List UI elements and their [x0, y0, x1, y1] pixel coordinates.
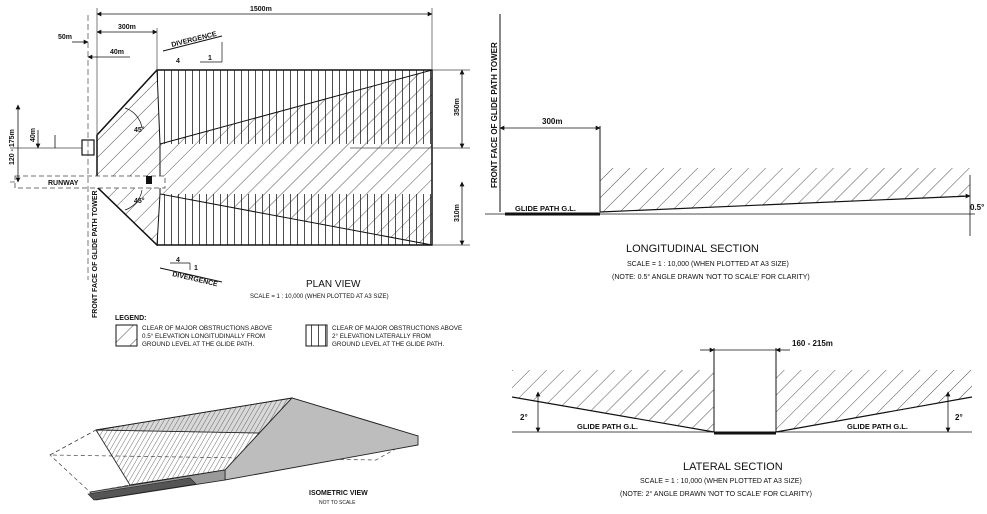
lateral-section: 160 - 215m 2° 2° GLIDE PATH G.L. GLIDE P…	[511, 339, 973, 498]
ratio-bottom-num: 4	[176, 257, 180, 264]
angle-top-label: 45°	[134, 126, 145, 134]
angle-arc-top	[124, 107, 143, 129]
long-scale: SCALE = 1 : 10,000 (WHEN PLOTTED AT A3 S…	[627, 261, 789, 268]
lat-gl-left: GLIDE PATH G.L.	[577, 422, 638, 431]
tower-block	[146, 176, 152, 184]
plan-splay	[96, 68, 161, 247]
lat-angle-left: 2°	[520, 413, 528, 422]
legend-item1-line2: 0.5° ELEVATION LONGITUDINALLY FROM	[142, 332, 265, 340]
angle-bottom-label: 45°	[134, 197, 145, 205]
longitudinal-section: 300m FRONT FACE OF GLIDE PATH TOWER GLID…	[485, 14, 984, 281]
dim-50-label: 50m	[58, 34, 72, 41]
dim-40-left-label: 40m	[30, 128, 37, 142]
long-hatch-zone	[600, 168, 970, 212]
legend-swatch-vertical	[305, 324, 328, 347]
long-note: (NOTE: 0.5° ANGLE DRAWN 'NOT TO SCALE' F…	[612, 273, 810, 281]
iso-dashed-outline	[49, 429, 131, 493]
dim-40-top-label: 40m	[110, 49, 124, 56]
dim-310-label: 310m	[454, 204, 461, 222]
divergence-top-line	[162, 35, 223, 52]
lat-gl-right: GLIDE PATH G.L.	[847, 422, 908, 431]
long-tower-label: FRONT FACE OF GLIDE PATH TOWER	[490, 42, 499, 188]
dim-1500-label: 1500m	[250, 6, 272, 13]
iso-title: ISOMETRIC VIEW	[309, 490, 368, 497]
long-angle-label: 0.5°	[970, 203, 984, 212]
dim-120-175-label: 120 - 175m	[9, 129, 16, 165]
long-title: LONGITUDINAL SECTION	[626, 243, 759, 255]
ratio-top-num: 4	[176, 58, 180, 65]
angle-arc-bottom	[124, 189, 143, 211]
long-dim-300-label: 300m	[542, 117, 562, 126]
legend-item2-line1: CLEAR OF MAJOR OBSTRUCTIONS ABOVE	[332, 325, 462, 332]
iso-side-face	[224, 397, 419, 481]
dim-350-label: 350m	[454, 98, 461, 116]
long-slope-line	[599, 195, 971, 213]
lat-slope-left	[511, 396, 715, 433]
dim-300-label: 300m	[118, 24, 136, 31]
long-gl-label: GLIDE PATH G.L.	[515, 204, 576, 213]
ratio-top-den: 1	[208, 55, 212, 62]
runway-label: RUNWAY	[48, 180, 79, 187]
plan-tower-label: FRONT FACE OF GLIDE PATH TOWER	[92, 190, 99, 318]
lat-note: (NOTE: 2° ANGLE DRAWN 'NOT TO SCALE' FOR…	[620, 490, 812, 498]
divergence-bottom-label: DIVERGENCE	[172, 271, 219, 288]
legend: LEGEND: CLEAR OF MAJOR OBSTRUCTIONS ABOV…	[115, 315, 462, 348]
legend-swatch-diagonal	[115, 324, 138, 347]
legend-item2-line2: 2° ELEVATION LATERALLY FROM	[332, 332, 431, 340]
divergence-bottom-line	[159, 267, 223, 283]
plan-scale: SCALE = 1 : 10,000 (WHEN PLOTTED AT A3 S…	[250, 294, 389, 300]
legend-item2-line3: GROUND LEVEL AT THE GLIDE PATH.	[332, 341, 444, 348]
lat-dim-label: 160 - 215m	[792, 339, 833, 348]
lat-hatch-left	[512, 370, 714, 432]
legend-item1-line3: GROUND LEVEL AT THE GLIDE PATH.	[142, 341, 254, 348]
lat-angle-right: 2°	[955, 413, 963, 422]
lat-slope-right	[775, 396, 973, 433]
lat-scale: SCALE = 1 : 10,000 (WHEN PLOTTED AT A3 S…	[640, 478, 802, 485]
plan-title: PLAN VIEW	[306, 279, 361, 290]
iso-runway	[87, 477, 197, 501]
isometric-view: ISOMETRIC VIEW NOT TO SCALE	[48, 397, 420, 506]
plan-view: RUNWAY 1500m 300m 50m 40m 120 - 175m 40m	[9, 6, 470, 318]
runway-strip	[14, 175, 166, 189]
divergence-top-label: DIVERGENCE	[171, 31, 218, 49]
ratio-bottom-den: 1	[194, 265, 198, 272]
legend-heading: LEGEND:	[115, 315, 147, 322]
legend-item1-line1: CLEAR OF MAJOR OBSTRUCTIONS ABOVE	[142, 325, 272, 332]
lat-hatch-right	[776, 370, 972, 432]
iso-subtitle: NOT TO SCALE	[319, 500, 356, 506]
lat-title: LATERAL SECTION	[683, 461, 783, 473]
